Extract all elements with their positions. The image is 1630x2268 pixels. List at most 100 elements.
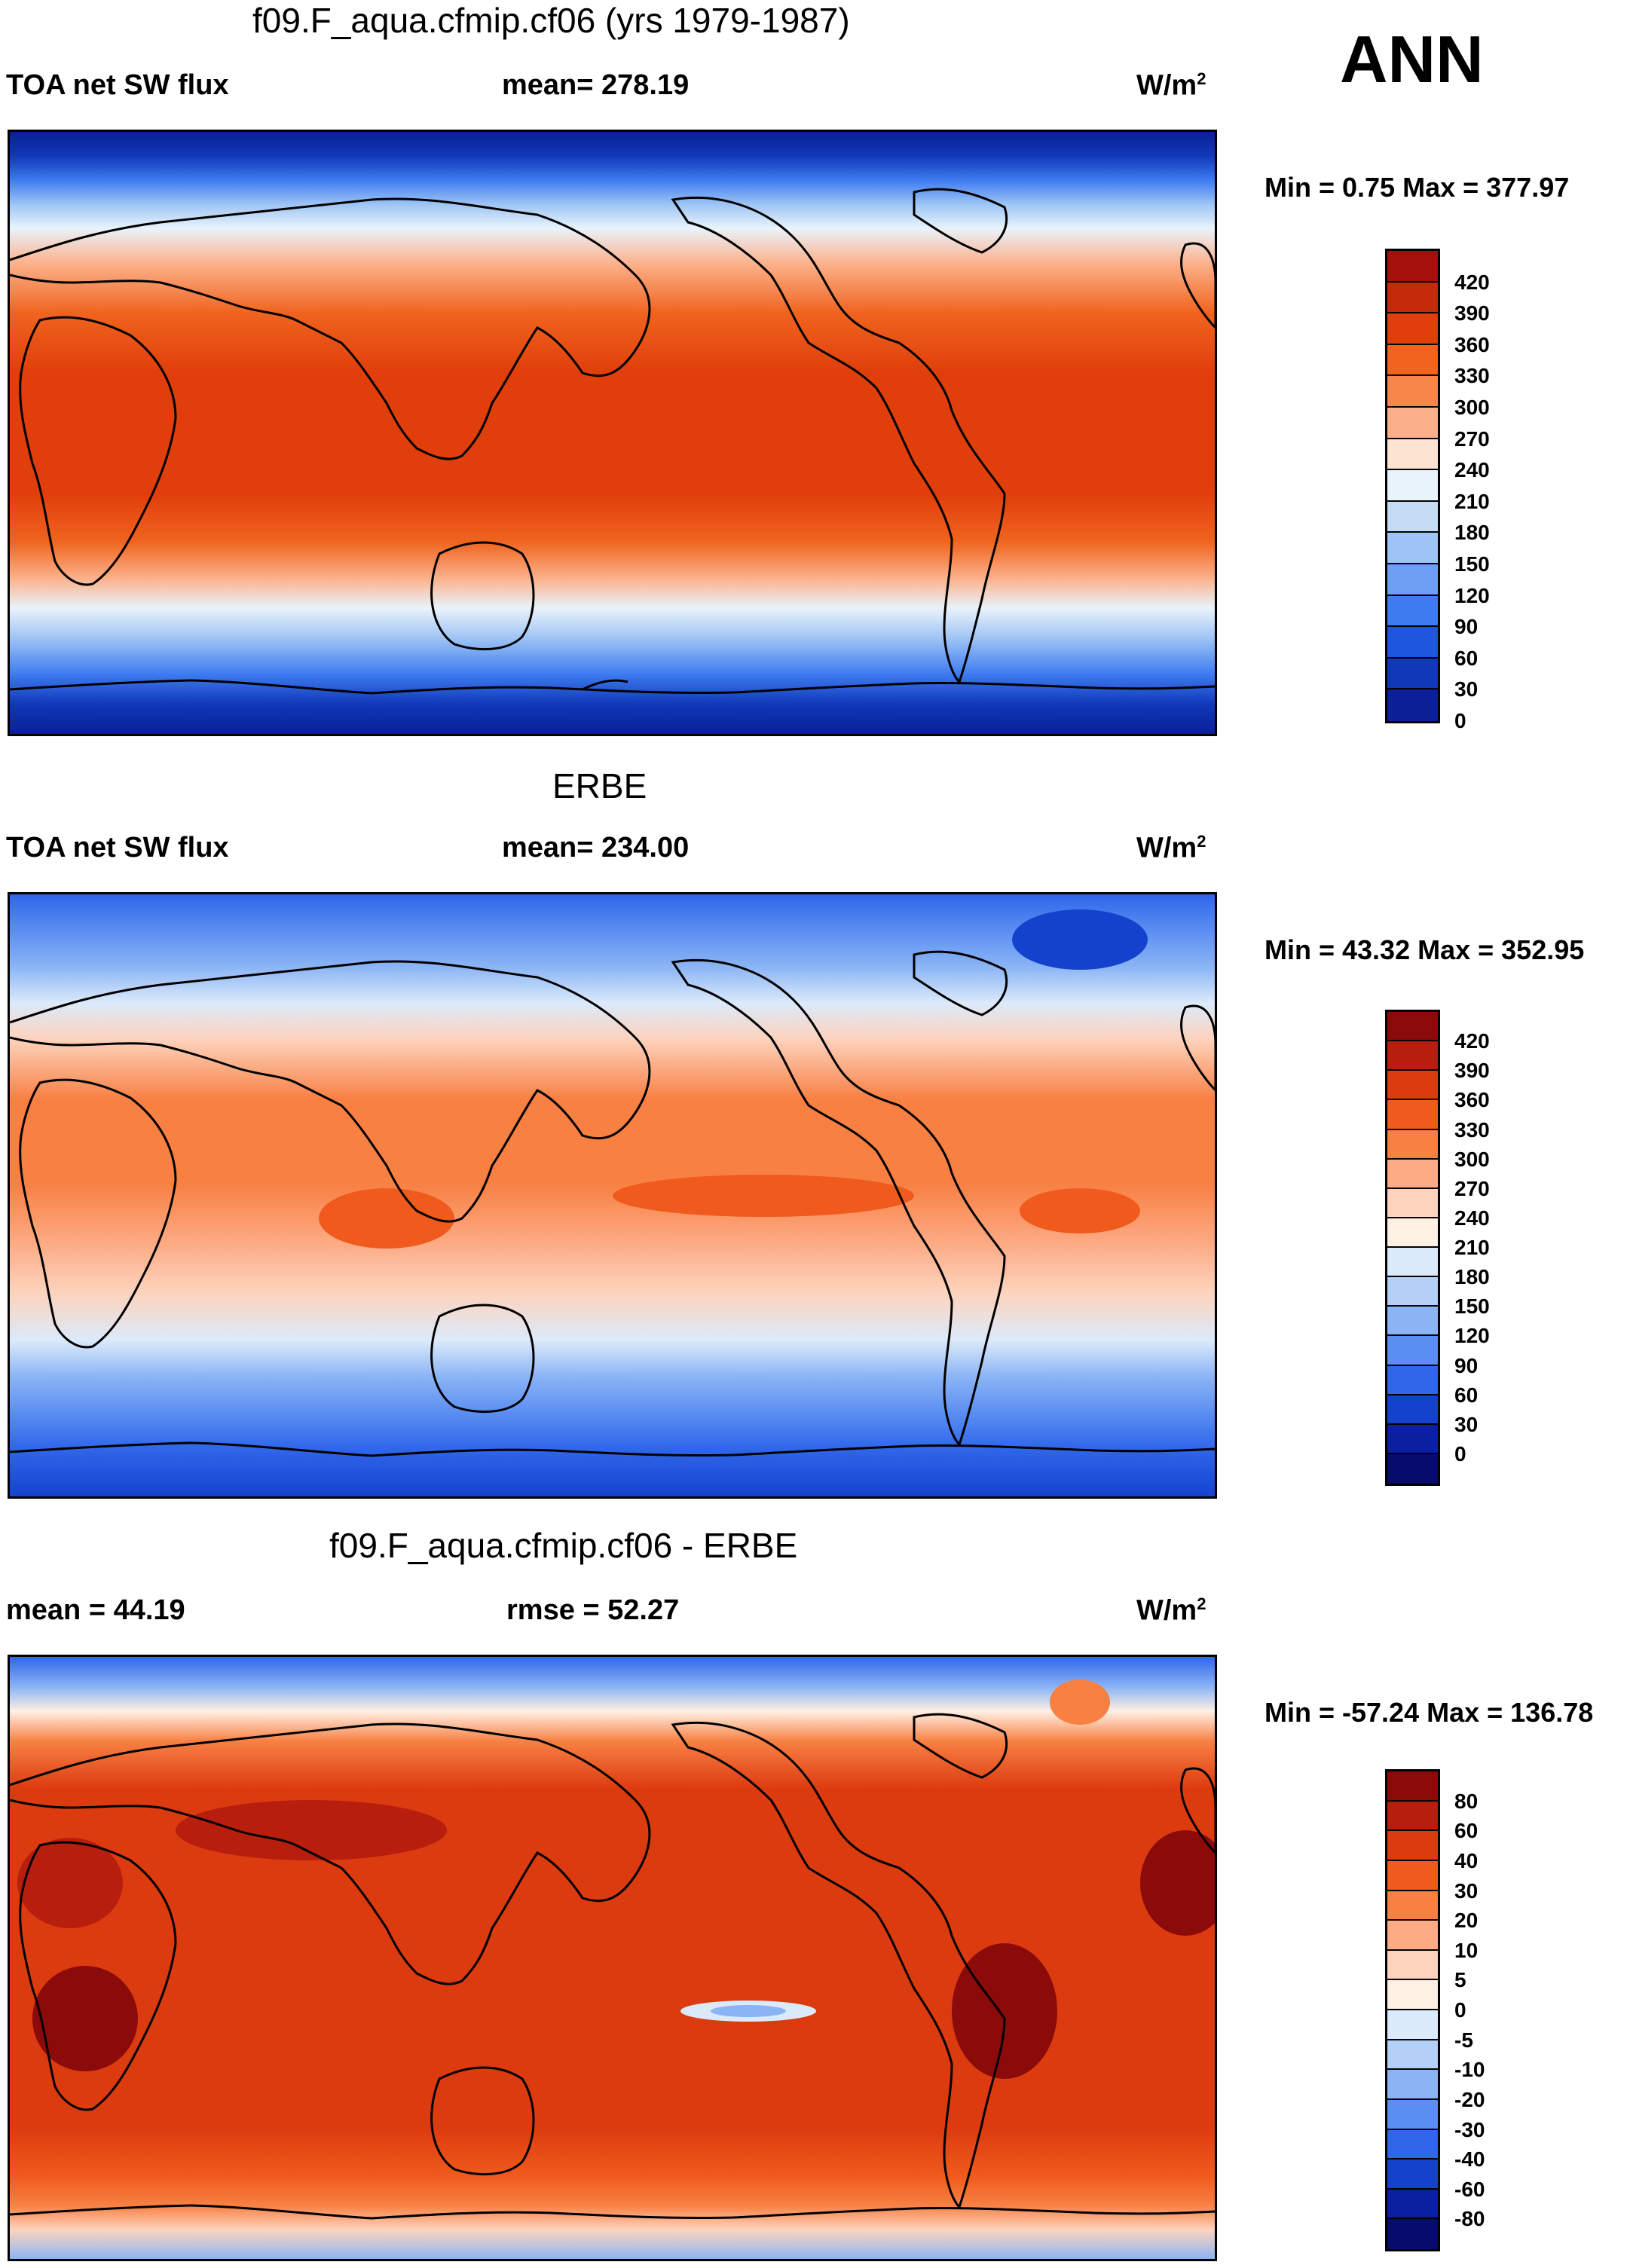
variable-label: TOA net SW flux [6, 69, 229, 101]
colorbar-swatch [1387, 1801, 1438, 1832]
colorbar-swatch [1387, 282, 1438, 314]
colorbar-tick-label: 360 [1454, 332, 1490, 356]
colorbar-tick-label: 120 [1454, 583, 1490, 607]
colorbar-tick-label: 40 [1454, 1848, 1479, 1872]
colorbar-tick-label: 150 [1454, 552, 1490, 576]
colorbar-tick-label: 270 [1454, 1176, 1490, 1200]
colorbar-tick-label: 90 [1454, 615, 1479, 639]
colorbar-swatch [1387, 1071, 1438, 1101]
colorbar-swatch [1387, 251, 1438, 283]
colorbar-tick-label: 5 [1454, 1968, 1466, 1992]
colorbar-tick-label: -10 [1454, 2058, 1485, 2082]
colorbar-swatch [1387, 1129, 1438, 1160]
colorbar-tick-label: 30 [1454, 1878, 1479, 1903]
colorbar-tick-label: 360 [1454, 1088, 1490, 1112]
mean-label: mean= 278.19 [502, 69, 690, 101]
colorbar-swatch [1387, 1921, 1438, 1951]
colorbar-swatch [1387, 2219, 1438, 2249]
colorbar-swatch [1387, 627, 1438, 659]
colorbar-swatch [1387, 1307, 1438, 1337]
colorbar-swatch [1387, 1980, 1438, 2010]
coastlines [10, 188, 1215, 695]
colorbar-swatch [1387, 1950, 1438, 1981]
colorbar-swatch [1387, 1248, 1438, 1278]
units-label: W/m2 [1136, 69, 1206, 102]
units-label: W/m2 [1136, 832, 1206, 864]
rmse-label: rmse = 52.27 [506, 1594, 680, 1626]
colorbar-tick-label: 180 [1454, 1265, 1490, 1289]
colorbar-swatch [1387, 1218, 1438, 1248]
colorbar-tick-label: 30 [1454, 677, 1479, 701]
colorbar-swatch [1387, 1424, 1438, 1454]
min-max-label: Min = 0.75 Max = 377.97 [1265, 172, 1570, 203]
min-max-label: Min = -57.24 Max = 136.78 [1265, 1697, 1594, 1728]
colorbar-tick-label: 390 [1454, 1059, 1490, 1083]
colorbar-tick-label: 60 [1454, 1383, 1479, 1407]
map-difference [8, 1655, 1217, 2261]
colorbar-tick-label: 60 [1454, 1819, 1479, 1843]
map-observation [8, 892, 1217, 1499]
colorbar-swatch [1387, 658, 1438, 690]
colorbar-tick-label: 60 [1454, 646, 1479, 670]
colorbar-swatch [1387, 1159, 1438, 1189]
colorbar-tick-label: 90 [1454, 1353, 1479, 1377]
colorbar-tick-label: 30 [1454, 1412, 1479, 1436]
colorbar-tick-label: 300 [1454, 1147, 1490, 1171]
colorbar-tick-label: 330 [1454, 364, 1490, 388]
min-max-label: Min = 43.32 Max = 352.95 [1265, 934, 1585, 965]
mean-label: mean = 44.19 [6, 1594, 185, 1626]
coastlines [10, 950, 1215, 1457]
colorbar-tick-label: 330 [1454, 1117, 1490, 1142]
colorbar-tick-label: 180 [1454, 521, 1490, 545]
colorbar-swatch [1387, 2040, 1438, 2071]
colorbar-swatch [1387, 1041, 1438, 1071]
colorbar-tick-label: -40 [1454, 2147, 1485, 2172]
colorbar-swatch [1387, 313, 1438, 345]
colorbar-swatch [1387, 1277, 1438, 1307]
colorbar-swatch [1387, 533, 1438, 564]
colorbar-swatch [1387, 2129, 1438, 2160]
colorbar-swatch [1387, 407, 1438, 439]
colorbar-swatch [1387, 1336, 1438, 1366]
colorbar-swatch [1387, 2099, 1438, 2130]
colorbar-tick-label: -20 [1454, 2087, 1485, 2111]
colorbar-swatch [1387, 1395, 1438, 1425]
colorbar-tick-label: -30 [1454, 2117, 1485, 2141]
colorbar-tick-label: 240 [1454, 458, 1490, 482]
colorbar [1385, 1010, 1440, 1486]
colorbar-swatch [1387, 1100, 1438, 1130]
colorbar-swatch [1387, 501, 1438, 533]
colorbar-swatch [1387, 2010, 1438, 2040]
season-label: ANN [1340, 22, 1484, 96]
colorbar-tick-label: 210 [1454, 1236, 1490, 1259]
colorbar-swatch [1387, 1365, 1438, 1395]
colorbar-tick-label: 0 [1454, 709, 1466, 732]
colorbar-tick-label: 150 [1454, 1294, 1490, 1319]
panel-title: f09.F_aqua.cfmip.cf06 (yrs 1979-1987) [252, 1, 850, 40]
colorbar-tick-label: -60 [1454, 2177, 1485, 2201]
colorbar-swatch [1387, 1188, 1438, 1218]
colorbar-swatch [1387, 344, 1438, 377]
colorbar [1385, 1769, 1440, 2251]
colorbar-tick-label: 300 [1454, 396, 1490, 419]
colorbar-tick-label: 420 [1454, 270, 1490, 294]
panel-title: ERBE [552, 766, 647, 805]
colorbar-swatch [1387, 1891, 1438, 1921]
coastlines [10, 1713, 1215, 2220]
colorbar-swatch [1387, 1012, 1438, 1042]
colorbar-swatch [1387, 2159, 1438, 2190]
colorbar-tick-label: 390 [1454, 301, 1490, 326]
colorbar-swatch [1387, 564, 1438, 596]
colorbar-tick-label: 240 [1454, 1206, 1490, 1230]
mean-label: mean= 234.00 [502, 832, 690, 863]
colorbar-tick-label: 270 [1454, 426, 1490, 451]
colorbar-tick-label: 10 [1454, 1938, 1479, 1962]
colorbar-swatch [1387, 2189, 1438, 2220]
colorbar-tick-label: 210 [1454, 489, 1490, 513]
colorbar-tick-label: 0 [1454, 1998, 1466, 2022]
colorbar-swatch [1387, 439, 1438, 471]
colorbar-swatch [1387, 689, 1438, 721]
colorbar-tick-label: 120 [1454, 1324, 1490, 1348]
colorbar-swatch [1387, 470, 1438, 502]
variable-label: TOA net SW flux [6, 832, 229, 863]
